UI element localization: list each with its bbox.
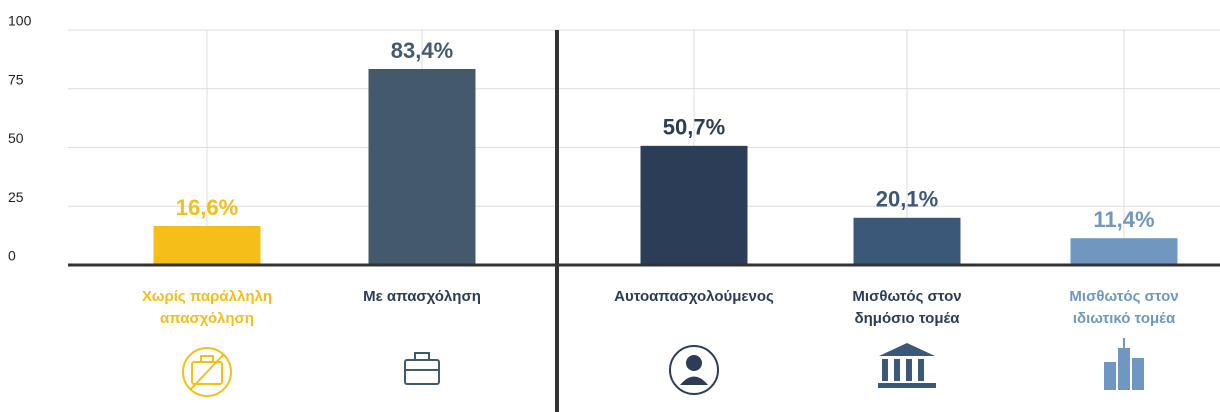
icon-job — [404, 352, 440, 385]
icon-private — [1104, 338, 1144, 390]
x-tick-label: Μισθωτός στον ιδιωτικό τομέα — [1069, 288, 1179, 327]
icons — [182, 338, 1144, 397]
y-tick-label: 25 — [8, 189, 24, 205]
value-label: 83,4% — [391, 38, 453, 63]
y-tick-label: 50 — [8, 130, 24, 146]
icon-no-job — [182, 347, 232, 397]
value-label: 20,1% — [876, 187, 938, 212]
y-tick-label: 100 — [8, 13, 32, 29]
bar — [853, 217, 961, 265]
bar — [153, 225, 261, 265]
value-label: 11,4% — [1093, 207, 1154, 232]
y-tick-label: 75 — [8, 71, 24, 87]
icon-public — [878, 343, 936, 388]
y-tick-label: 0 — [8, 248, 16, 264]
x-tick-label: Χωρίς παράλληλη απασχόληση — [141, 288, 273, 327]
x-tick-label: Με απασχόληση — [363, 288, 481, 305]
bar — [1070, 238, 1178, 265]
x-tick-label: Αυτοαπασχολούμενος — [614, 288, 774, 305]
value-label: 50,7% — [663, 115, 725, 140]
x-tick-label: Μισθωτός στον δημόσιο τομέα — [852, 288, 962, 327]
icon-self-employed — [669, 345, 719, 395]
bar — [368, 69, 476, 265]
bar — [640, 145, 748, 265]
value-label: 16,6% — [176, 195, 238, 220]
